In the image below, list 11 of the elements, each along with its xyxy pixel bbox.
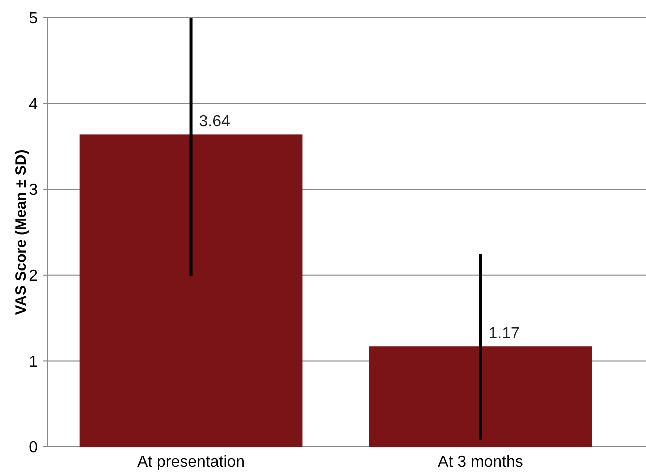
data-label: 3.64 (199, 114, 231, 131)
y-tick-label: 3 (29, 182, 38, 200)
data-label: 1.17 (488, 326, 520, 343)
y-tick-label: 2 (29, 268, 38, 285)
y-tick-label: 4 (29, 96, 38, 114)
y-tick-label: 0 (29, 440, 38, 457)
y-axis-title: VAS Score (Mean ± SD) (13, 150, 30, 316)
x-tick-label: At presentation (137, 454, 246, 471)
x-tick-label: At 3 months (438, 454, 524, 471)
y-tick-label: 1 (29, 354, 38, 371)
y-tick-label: 5 (29, 10, 38, 28)
